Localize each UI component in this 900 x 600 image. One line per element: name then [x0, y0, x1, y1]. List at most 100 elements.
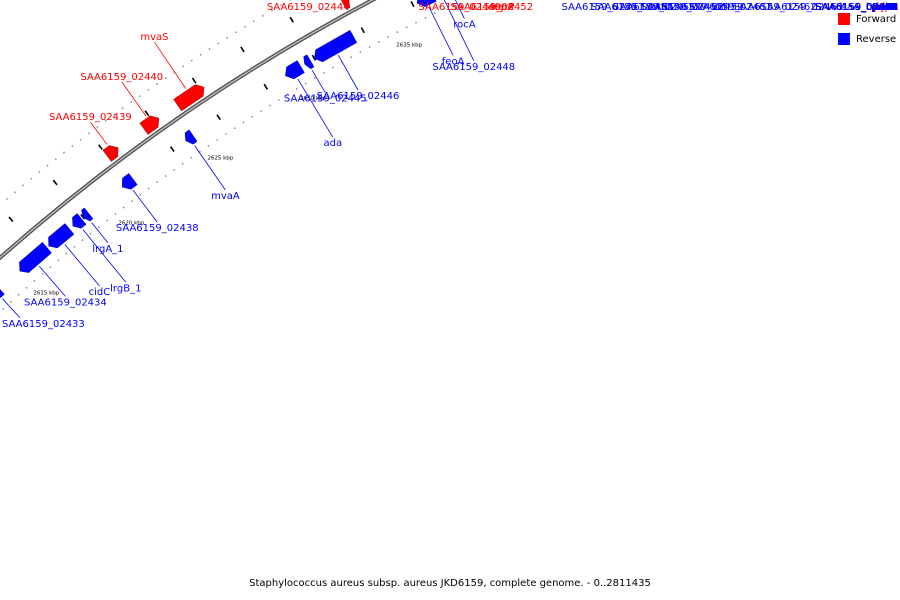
gene-label: SAA6159_02438	[116, 223, 199, 234]
reverse-grid-mark	[80, 213, 86, 220]
gene-label: SAA6159_02477	[815, 2, 898, 13]
gene-label: SAA6159_02471	[815, 2, 898, 13]
gene-label: SAA6159_02470	[815, 2, 898, 13]
gene-label: ada	[323, 138, 342, 149]
leader-line	[154, 41, 187, 89]
gene-label: feoA	[442, 56, 465, 67]
leader-line	[121, 81, 147, 117]
forward-gene-SAA6159_02440	[139, 115, 160, 135]
reverse-grid-mark	[169, 146, 175, 152]
gene-label: pepX	[872, 2, 898, 13]
gene-label: merP	[488, 2, 514, 13]
gene-label: SAA6159_02492	[815, 2, 898, 13]
leader-line	[38, 265, 66, 297]
tick-label: 2625 kbp	[207, 156, 233, 162]
reverse-grid-mark	[216, 114, 221, 121]
reverse-gene-lrgB_1	[72, 213, 87, 229]
gene-label: acrA	[875, 2, 898, 13]
gene-label: SAA6159_02500	[815, 2, 898, 13]
forward-grid-mark	[144, 110, 150, 117]
reverse-grid-mark	[360, 27, 365, 34]
forward-gene-SAA6159_02444	[340, 0, 350, 10]
reverse-grid-mark	[410, 1, 415, 8]
forward-grid-mark	[52, 179, 58, 186]
gene-label: SAA6159_02487	[815, 2, 898, 13]
gene-label: SAA6159_02476	[815, 2, 898, 13]
gene-label: lrgB_1	[110, 283, 141, 294]
gene-label: SAA6159_02484	[815, 2, 898, 13]
legend-forward: Forward	[838, 9, 896, 29]
gene-label: SAA6159_02466	[815, 2, 898, 13]
reverse-gene-SAA6159_02446	[314, 29, 358, 63]
gene-label: SAA6159_02459	[661, 2, 744, 13]
reverse-gene-feoA	[416, 0, 437, 7]
leader-line	[443, 0, 475, 61]
gene-label: SAA6159_02480	[815, 2, 898, 13]
gene-label: SAA6159_02490	[815, 2, 898, 13]
leader-line	[91, 222, 109, 244]
tick-label: 2630 kbp	[300, 96, 326, 102]
reverse-gene-SAA6159_02438	[122, 173, 138, 190]
gene-label: nrmA	[871, 2, 898, 13]
reverse-gene-lrgA_1	[81, 207, 94, 222]
forward-grid-mark	[191, 77, 197, 84]
gene-label: SAA6159_02472	[815, 2, 898, 13]
forward-gene-SAA6159_02439	[102, 145, 119, 162]
gene-label: SAA6159_02462	[734, 2, 817, 13]
reverse-gene-ada	[285, 60, 305, 80]
gene-label: panD	[871, 2, 898, 13]
label-leader-lines	[2, 0, 475, 319]
gene-label: SAA6159_02440	[80, 72, 163, 83]
reverse-gene-SAA6159_02434	[19, 241, 52, 273]
scale-ticks: 2615 kbp 2620 kbp 2625 kbp 2630 kbp 2635 kbp…	[33, 0, 522, 296]
leader-line	[194, 145, 226, 191]
leader-line	[90, 121, 108, 145]
backbone-inner	[0, 0, 374, 259]
leader-line	[337, 55, 359, 91]
leader-line	[454, 0, 465, 19]
forward-swatch	[838, 13, 850, 25]
gene-label: SAA6159_02489	[815, 2, 898, 13]
leader-line	[297, 78, 334, 138]
gene-label: SAA6159_02446	[317, 91, 400, 102]
leader-line	[82, 229, 127, 283]
leader-line	[64, 244, 100, 287]
reverse-gene-SAA6159_02445	[303, 54, 315, 70]
reverse-label: Reverse	[856, 33, 897, 45]
leader-line	[428, 6, 454, 56]
leader-line	[132, 189, 158, 223]
reverse-grid-mark	[311, 54, 317, 61]
leader-line	[2, 298, 21, 319]
gene-label: SAA6159_02433	[2, 319, 85, 330]
gene-label: crtN	[647, 2, 668, 13]
gene-label: fdaB	[875, 2, 898, 13]
gene-label: budA2	[866, 2, 898, 13]
gene-label: SAA6159_02461	[689, 2, 772, 13]
forward-grid-mark	[8, 216, 14, 223]
gene-label: SAA6159_02483	[815, 2, 898, 13]
forward-dotted-guide	[0, 0, 292, 206]
gene-label: mvaS	[140, 32, 168, 43]
reverse-swatch	[838, 33, 850, 45]
leader-line	[311, 70, 326, 93]
reverse-grid-mark	[263, 83, 269, 90]
reverse-gene-mvaA	[184, 129, 198, 145]
tick-label: 2620 kbp	[118, 220, 144, 226]
gene-label: panB	[872, 2, 898, 13]
gene-label: panC	[872, 2, 898, 13]
gene-label: SAA6159_02501	[815, 2, 898, 13]
gene-label: mvaA	[211, 191, 240, 202]
gene-label: crtI	[713, 2, 729, 13]
forward-label: Forward	[856, 13, 897, 25]
reverse-gene-cidC	[48, 223, 75, 249]
forward-grid-mark	[240, 46, 245, 53]
gene-label: SAA6159_02463	[761, 2, 844, 13]
gene-labels: SAA6159_02439 SAA6159_02440 mvaS SAA6159_02…	[2, 2, 898, 330]
gene-label: SAA6159_02451	[562, 2, 645, 13]
gene-label: SAA6159_02455	[591, 2, 674, 13]
gene-label: lrgA_1	[92, 244, 123, 255]
genome-caption: Staphylococcus aureus subsp. aureus JKD6…	[249, 578, 651, 589]
gene-label: SAA6159_02434	[24, 297, 107, 308]
tick-label: 2615 kbp	[33, 290, 59, 296]
